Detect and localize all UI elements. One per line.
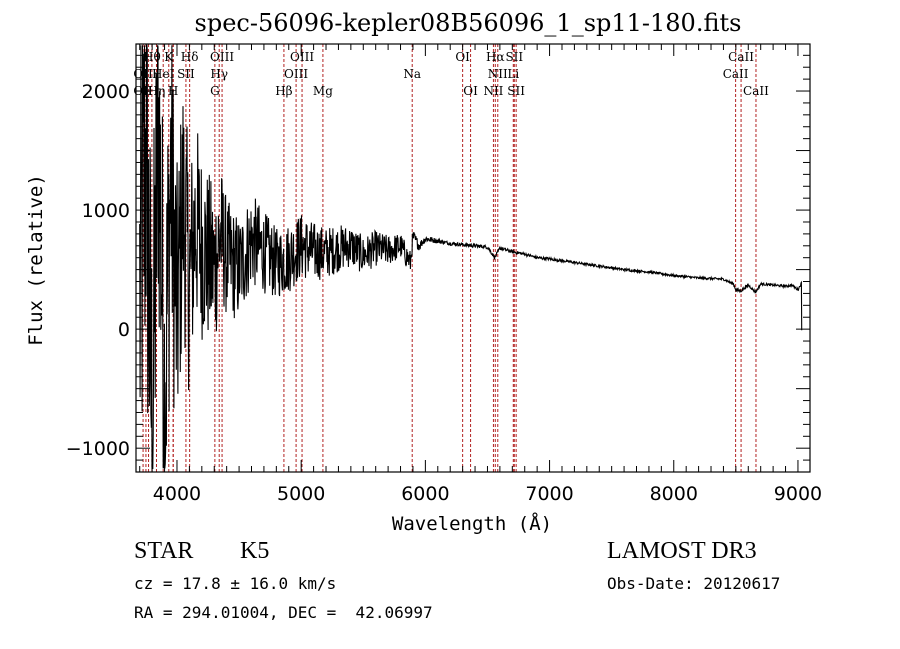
x-tick-label: 5000 (277, 483, 325, 505)
spectral-line-label: OIII (210, 50, 234, 64)
spectral-line-label: Na (403, 67, 421, 81)
spectral-line-label: OIII (290, 50, 314, 64)
spectral-line-label: SII (507, 84, 525, 98)
spectral-line-label: Hγ (210, 67, 228, 81)
object-class: STAR (134, 538, 194, 564)
x-tick-label: 9000 (774, 483, 822, 505)
spectral-line-label: Li (507, 67, 519, 81)
spectral-line-label: CaII (723, 67, 749, 81)
coordinates-readout: RA = 294.01004, DEC = 42.06997 (134, 603, 433, 622)
object-subclass: K5 (240, 538, 270, 564)
chart-title: spec-56096-kepler08B56096_1_sp11-180.fit… (195, 9, 742, 37)
spectral-line-label: OI (455, 50, 470, 64)
spectral-line-label: Hα (486, 50, 505, 64)
flux-series-line (139, 44, 803, 469)
y-tick-label: 0 (118, 319, 130, 341)
spectral-line-label: HeI (152, 67, 175, 81)
x-tick-label: 8000 (650, 483, 698, 505)
spectral-line-label: SII (505, 50, 523, 64)
x-axis-label: Wavelength (Å) (392, 512, 552, 535)
spectral-line-label: G (210, 84, 220, 98)
spectral-line-label: SII (177, 67, 195, 81)
y-axis-label: Flux (relative) (25, 174, 47, 346)
spectral-line-label: Mg (313, 84, 333, 98)
spectral-line-label: CaII (743, 84, 769, 98)
axis-ticks (136, 44, 810, 472)
spectral-line-label: NII (488, 67, 508, 81)
y-tick-label: −1000 (66, 438, 130, 460)
x-tick-labels: 4000 5000 6000 7000 8000 9000 (153, 483, 822, 505)
spectral-line-label: OIII (284, 67, 308, 81)
x-tick-label: 4000 (153, 483, 201, 505)
survey-name: LAMOST DR3 (607, 538, 757, 564)
y-tick-label: 1000 (82, 200, 130, 222)
y-tick-labels: −1000 0 1000 2000 (66, 81, 130, 460)
x-tick-label: 7000 (525, 483, 573, 505)
spectral-line-label: OI (463, 84, 478, 98)
redshift-readout: cz = 17.8 ± 16.0 km/s (134, 574, 337, 593)
y-tick-label: 2000 (82, 81, 130, 103)
spectral-line-label: NII (483, 84, 503, 98)
x-tick-label: 6000 (401, 483, 449, 505)
observation-date: Obs-Date: 20120617 (607, 574, 781, 593)
spectral-line-label: Hδ (181, 50, 199, 64)
spectral-line-label: CaII (728, 50, 754, 64)
spectral-line-label: Hβ (275, 84, 292, 98)
spectral-line-label: K (164, 50, 174, 64)
